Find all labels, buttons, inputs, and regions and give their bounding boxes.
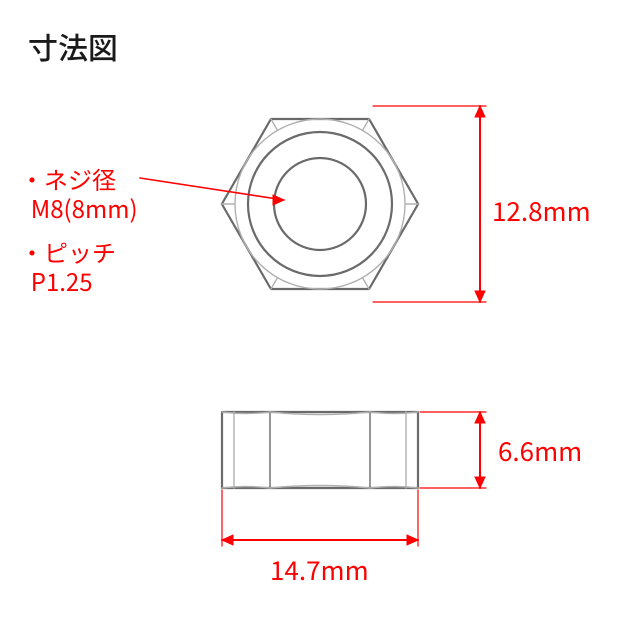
dimension-drawing [0, 0, 640, 640]
